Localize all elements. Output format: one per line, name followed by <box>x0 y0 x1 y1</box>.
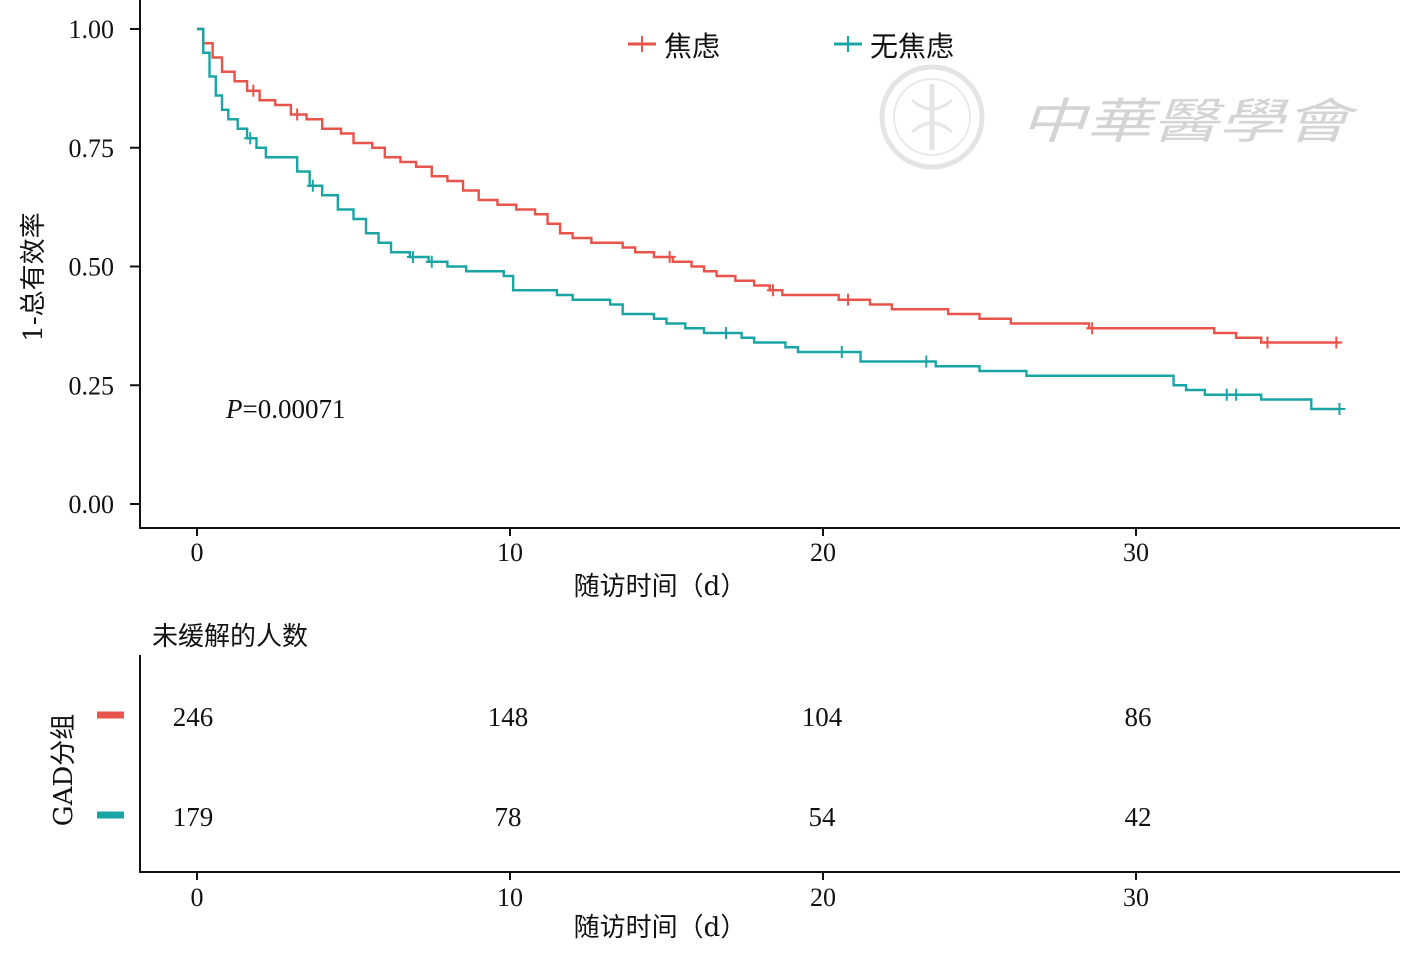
legend-item-no-anxiety: 无焦虑 <box>834 30 954 63</box>
censor-mark-series-1 <box>244 132 257 145</box>
risk-table-title: 未缓解的人数 <box>152 622 308 652</box>
censor-mark-series-1 <box>425 255 438 268</box>
km-y-tick-label: 0.50 <box>69 253 115 282</box>
km-curves <box>197 27 1346 415</box>
km-x-axis-title: 随访时间（d） <box>574 572 747 602</box>
risk-count-cell: 179 <box>173 802 214 832</box>
risk-x-tick-label: 10 <box>497 883 523 912</box>
risk-table-rows: 246 148 104 86 179 78 54 42 <box>97 702 1152 832</box>
censor-mark-series-1 <box>1230 388 1243 401</box>
risk-x-ticks: 0 10 20 30 <box>191 872 1149 912</box>
watermark-seal-icon <box>879 64 985 170</box>
risk-x-tick-label: 30 <box>1123 883 1149 912</box>
censor-mark-series-0 <box>1086 322 1099 335</box>
km-curve-series-1 <box>197 27 1340 411</box>
censor-mark-series-0 <box>663 251 676 263</box>
risk-count-cell: 54 <box>809 802 837 832</box>
km-x-tick-label: 10 <box>497 538 523 567</box>
censor-mark-series-1 <box>920 355 933 368</box>
watermark-text: 中華醫學會 <box>1020 94 1358 150</box>
legend-label-no-anxiety: 无焦虑 <box>870 30 954 63</box>
censor-mark-series-1 <box>835 346 848 358</box>
censor-mark-series-1 <box>306 179 319 192</box>
p-value-number: =0.00071 <box>243 394 346 424</box>
km-x-tick-label: 0 <box>191 538 204 567</box>
risk-count-cell: 246 <box>173 702 214 732</box>
km-curve-series-0 <box>197 27 1340 344</box>
censor-mark-series-0 <box>1261 336 1274 349</box>
km-y-axis-title: 1-总有效率 <box>19 212 49 341</box>
censor-mark-series-1 <box>719 327 732 339</box>
km-y-tick-label: 0.00 <box>69 490 115 519</box>
km-axes <box>139 0 1400 529</box>
legend-item-anxiety: 焦虑 <box>628 30 720 63</box>
censor-mark-series-1 <box>1333 403 1346 415</box>
risk-count-cell: 42 <box>1125 802 1152 832</box>
km-y-ticks: 0.00 0.25 0.50 0.75 1.00 <box>69 15 140 519</box>
km-x-tick-label: 30 <box>1123 538 1149 567</box>
censor-mark-series-0 <box>766 284 779 297</box>
risk-x-tick-label: 0 <box>191 883 204 912</box>
censor-mark-series-0 <box>247 84 260 97</box>
risk-y-axis-title: GAD分组 <box>49 714 79 826</box>
risk-count-cell: 78 <box>495 802 522 832</box>
censor-mark-series-0 <box>842 293 855 306</box>
km-y-tick-label: 0.25 <box>69 371 115 400</box>
p-value-annotation: P=0.00071 <box>225 394 345 424</box>
watermark: 中華醫學會 <box>879 64 1358 170</box>
km-y-tick-label: 1.00 <box>69 15 115 44</box>
legend-label-anxiety: 焦虑 <box>664 30 720 63</box>
risk-axes <box>139 655 1400 873</box>
risk-x-axis-title: 随访时间（d） <box>574 913 747 943</box>
km-y-tick-label: 0.75 <box>69 134 115 163</box>
censor-mark-series-1 <box>406 251 419 263</box>
km-x-ticks: 0 10 20 30 <box>191 528 1149 567</box>
risk-count-cell: 86 <box>1125 702 1152 732</box>
km-legend: 焦虑 无焦虑 <box>628 30 954 63</box>
censor-mark-series-0 <box>1330 336 1343 349</box>
censor-mark-series-0 <box>291 108 304 121</box>
risk-count-cell: 148 <box>488 702 529 732</box>
km-x-tick-label: 20 <box>810 538 836 567</box>
risk-x-tick-label: 20 <box>810 883 836 912</box>
p-value-symbol: P <box>225 394 243 424</box>
risk-count-cell: 104 <box>802 702 843 732</box>
